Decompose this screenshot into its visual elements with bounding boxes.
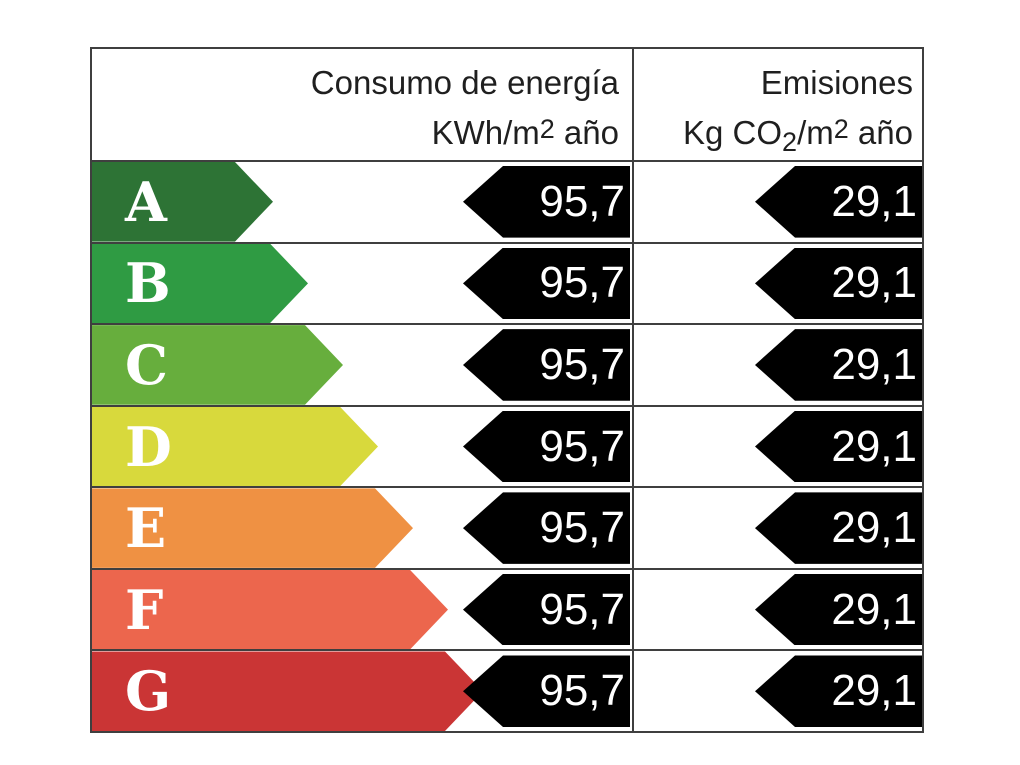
emissions-value: 29,1 <box>831 421 917 471</box>
rating-letter: C <box>125 332 168 397</box>
energy-value-arrow: 95,7 <box>463 492 630 564</box>
emissions-column-header: Emisiones Kg CO2/m2 año <box>632 49 922 160</box>
emissions-value-arrow: 29,1 <box>755 492 922 564</box>
emissions-value: 29,1 <box>831 503 917 553</box>
subscript-2: 2 <box>782 127 798 157</box>
energy-header-unit: KWh/m2 año <box>431 114 619 151</box>
emissions-value-arrow: 29,1 <box>755 166 922 238</box>
rating-band-arrow: E <box>92 488 413 568</box>
rating-band-arrow: A <box>92 162 273 242</box>
energy-value-arrow: 95,7 <box>463 410 630 483</box>
emissions-value-arrow: 29,1 <box>755 329 922 401</box>
rating-row-c: C 95,7 29,1 <box>92 323 922 405</box>
energy-value: 95,7 <box>539 666 625 716</box>
energy-value: 95,7 <box>539 421 625 471</box>
superscript-2: 2 <box>539 114 555 144</box>
energy-value: 95,7 <box>539 258 625 308</box>
rating-band-arrow: B <box>92 244 308 324</box>
rating-letter: G <box>125 659 172 724</box>
energy-value: 95,7 <box>539 176 625 226</box>
superscript-2: 2 <box>833 114 849 144</box>
rating-letter: B <box>125 251 171 316</box>
rating-table: Consumo de energía KWh/m2 año Emisiones … <box>90 47 924 733</box>
emissions-value-arrow: 29,1 <box>755 410 922 483</box>
emissions-header-line1: Emisiones <box>760 64 913 101</box>
energy-value-arrow: 95,7 <box>463 247 630 320</box>
rating-rows: A 95,7 29,1 B 95,7 29,1 C 95,7 29,1 D <box>92 160 922 731</box>
emissions-value: 29,1 <box>831 584 917 634</box>
energy-value-arrow: 95,7 <box>463 655 630 728</box>
rating-band-arrow: C <box>92 325 343 405</box>
rating-band-arrow: F <box>92 570 448 650</box>
rating-letter: D <box>125 414 172 479</box>
rating-letter: E <box>125 496 167 561</box>
energy-value: 95,7 <box>539 503 625 553</box>
energy-value: 95,7 <box>539 584 625 634</box>
energy-value: 95,7 <box>539 339 625 389</box>
rating-row-a: A 95,7 29,1 <box>92 160 922 242</box>
emissions-value-arrow: 29,1 <box>755 247 922 320</box>
rating-row-f: F 95,7 29,1 <box>92 567 922 650</box>
emissions-value-arrow: 29,1 <box>755 573 922 646</box>
energy-value-arrow: 95,7 <box>463 329 630 401</box>
energy-header-line1: Consumo de energía <box>310 64 619 101</box>
rating-band-arrow: G <box>92 651 483 731</box>
rating-letter: A <box>125 169 167 234</box>
emissions-value-arrow: 29,1 <box>755 655 922 728</box>
emissions-value: 29,1 <box>831 176 917 226</box>
emissions-header-unit: Kg CO2/m2 año <box>682 114 913 157</box>
energy-value-arrow: 95,7 <box>463 166 630 238</box>
column-divider <box>632 49 634 731</box>
table-header: Consumo de energía KWh/m2 año Emisiones … <box>92 49 922 160</box>
rating-row-d: D 95,7 29,1 <box>92 404 922 487</box>
rating-row-e: E 95,7 29,1 <box>92 486 922 568</box>
emissions-value: 29,1 <box>831 258 917 308</box>
emissions-value: 29,1 <box>831 339 917 389</box>
rating-letter: F <box>125 577 164 642</box>
rating-row-g: G 95,7 29,1 <box>92 649 922 731</box>
emissions-value: 29,1 <box>831 666 917 716</box>
rating-band-arrow: D <box>92 407 378 487</box>
rating-row-b: B 95,7 29,1 <box>92 241 922 324</box>
energy-value-arrow: 95,7 <box>463 573 630 646</box>
energy-column-header: Consumo de energía KWh/m2 año <box>92 49 632 160</box>
